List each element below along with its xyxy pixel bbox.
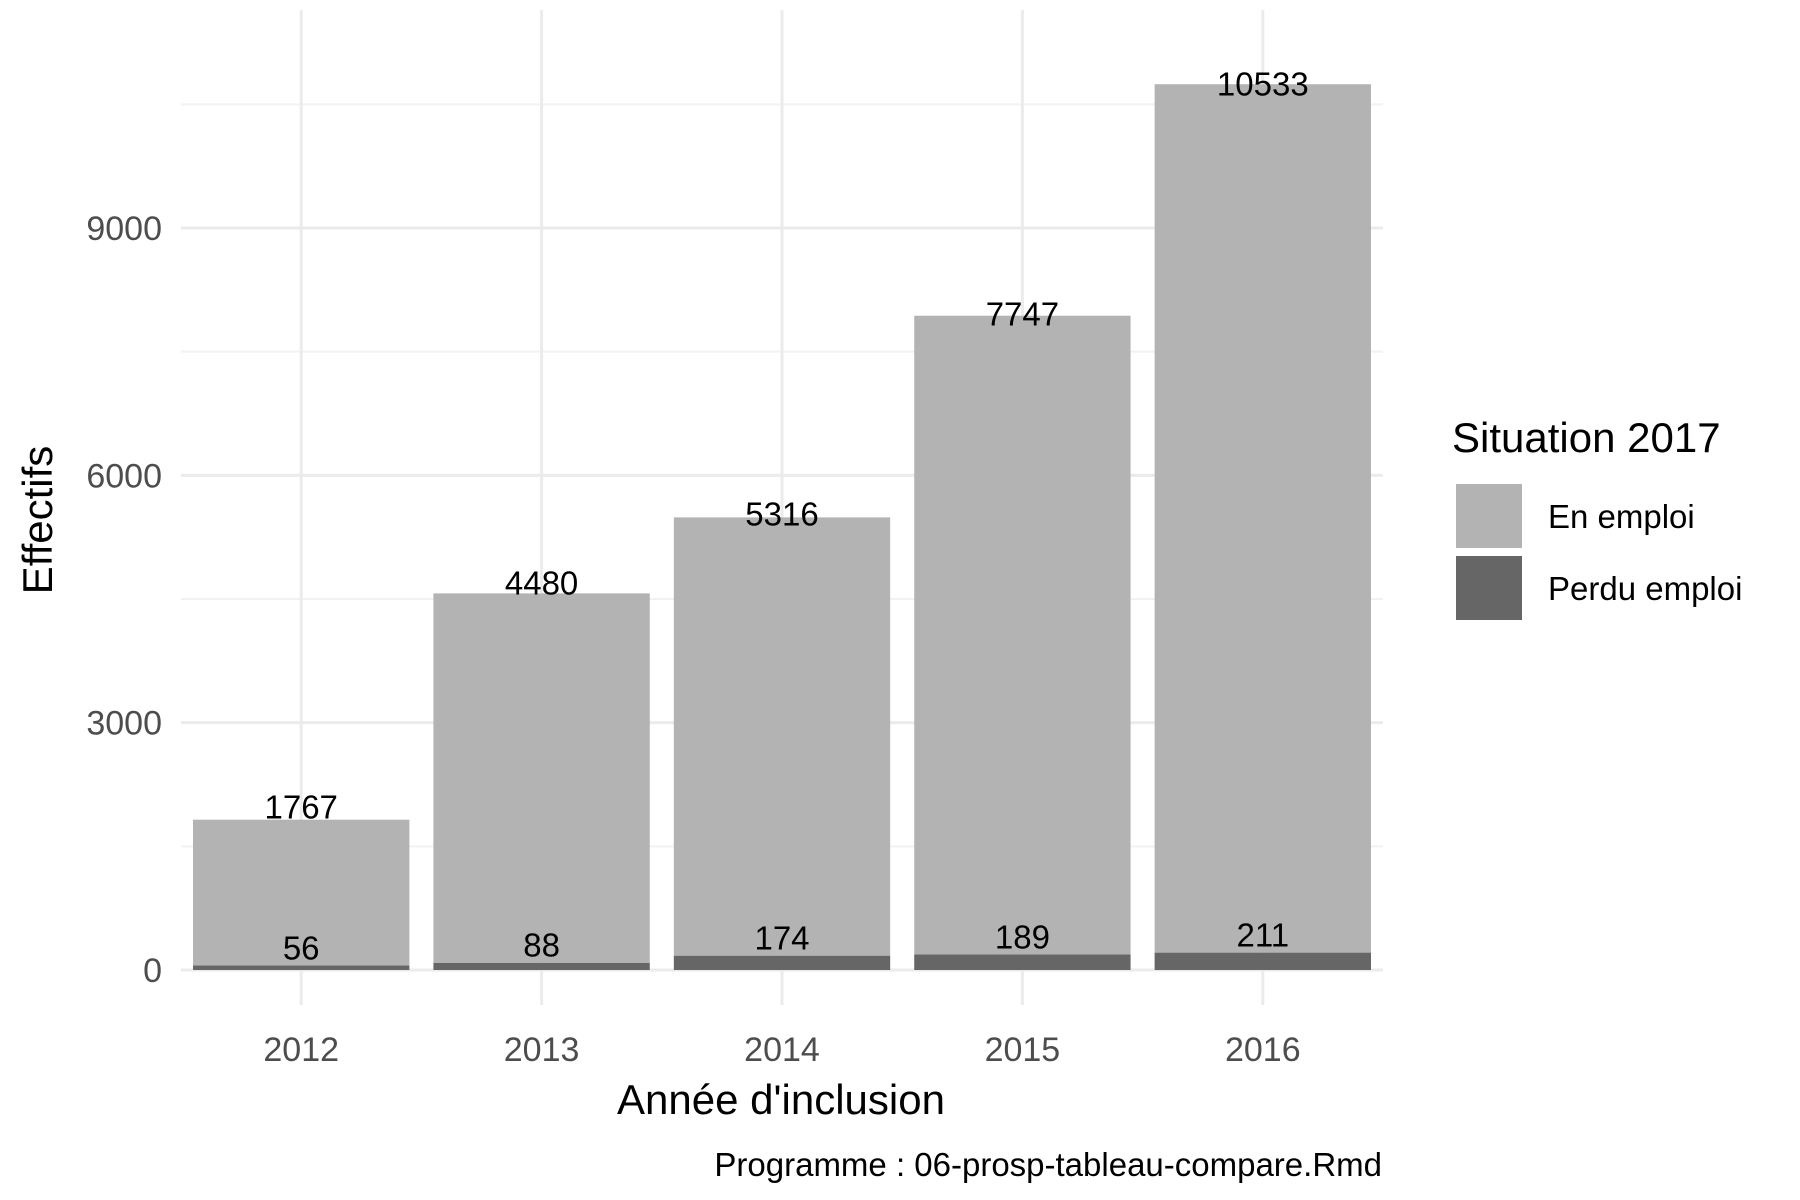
bar-en-emploi-2013 — [433, 593, 650, 963]
bar-en-emploi-2014 — [673, 517, 891, 956]
x-tick-label-2012: 2012 — [263, 1031, 339, 1069]
x-tick-label-2015: 2015 — [985, 1031, 1061, 1069]
legend-swatch-en-emploi — [1456, 484, 1522, 548]
x-tick-label-2014: 2014 — [744, 1031, 820, 1069]
data-label-perdu-emploi-2013: 88 — [523, 927, 560, 964]
bar-en-emploi-2012 — [193, 819, 410, 966]
legend-swatch-perdu-emploi — [1456, 556, 1522, 620]
data-label-perdu-emploi-2012: 56 — [283, 929, 320, 966]
bar-perdu-emploi-2015 — [914, 954, 1131, 970]
x-axis-title: Année d'inclusion — [617, 1076, 945, 1123]
y-tick-label-0: 0 — [143, 952, 162, 990]
legend-label-en-emploi: En emploi — [1548, 498, 1695, 535]
bar-en-emploi-2015 — [914, 315, 1131, 955]
data-label-en-emploi-2016: 10533 — [1217, 66, 1309, 103]
legend-title: Situation 2017 — [1452, 414, 1721, 461]
x-tick-label-2013: 2013 — [504, 1031, 580, 1069]
bar-perdu-emploi-2013 — [433, 962, 650, 970]
y-tick-label-3000: 3000 — [86, 705, 162, 743]
legend-label-perdu-emploi: Perdu emploi — [1548, 570, 1742, 607]
bar-perdu-emploi-2014 — [673, 955, 891, 970]
x-tick-label-2016: 2016 — [1225, 1031, 1301, 1069]
data-label-en-emploi-2014: 5316 — [745, 496, 818, 533]
legend: Situation 2017 En emploi Perdu emploi — [1452, 414, 1742, 620]
data-label-perdu-emploi-2014: 174 — [754, 920, 809, 957]
bar-en-emploi-2016 — [1154, 84, 1371, 953]
x-axis-ticks: 2012 2013 2014 2015 2016 — [263, 1031, 1300, 1069]
data-label-perdu-emploi-2016: 211 — [1236, 917, 1289, 954]
data-label-en-emploi-2013: 4480 — [505, 565, 578, 602]
caption: Programme : 06-prosp-tableau-compare.Rmd — [714, 1146, 1382, 1183]
y-axis-title: Effectifs — [14, 446, 61, 595]
bars — [193, 84, 1371, 970]
data-labels: 56 1767 88 4480 174 5316 189 7747 211 10533 — [264, 66, 1308, 967]
y-tick-label-6000: 6000 — [86, 457, 162, 495]
bar-perdu-emploi-2012 — [193, 965, 410, 970]
y-axis-ticks: 0 3000 6000 9000 — [86, 210, 162, 990]
y-tick-label-9000: 9000 — [86, 210, 162, 248]
data-label-en-emploi-2012: 1767 — [264, 788, 337, 825]
data-label-perdu-emploi-2015: 189 — [995, 918, 1050, 955]
bar-perdu-emploi-2016 — [1154, 952, 1371, 970]
data-label-en-emploi-2015: 7747 — [986, 295, 1059, 332]
